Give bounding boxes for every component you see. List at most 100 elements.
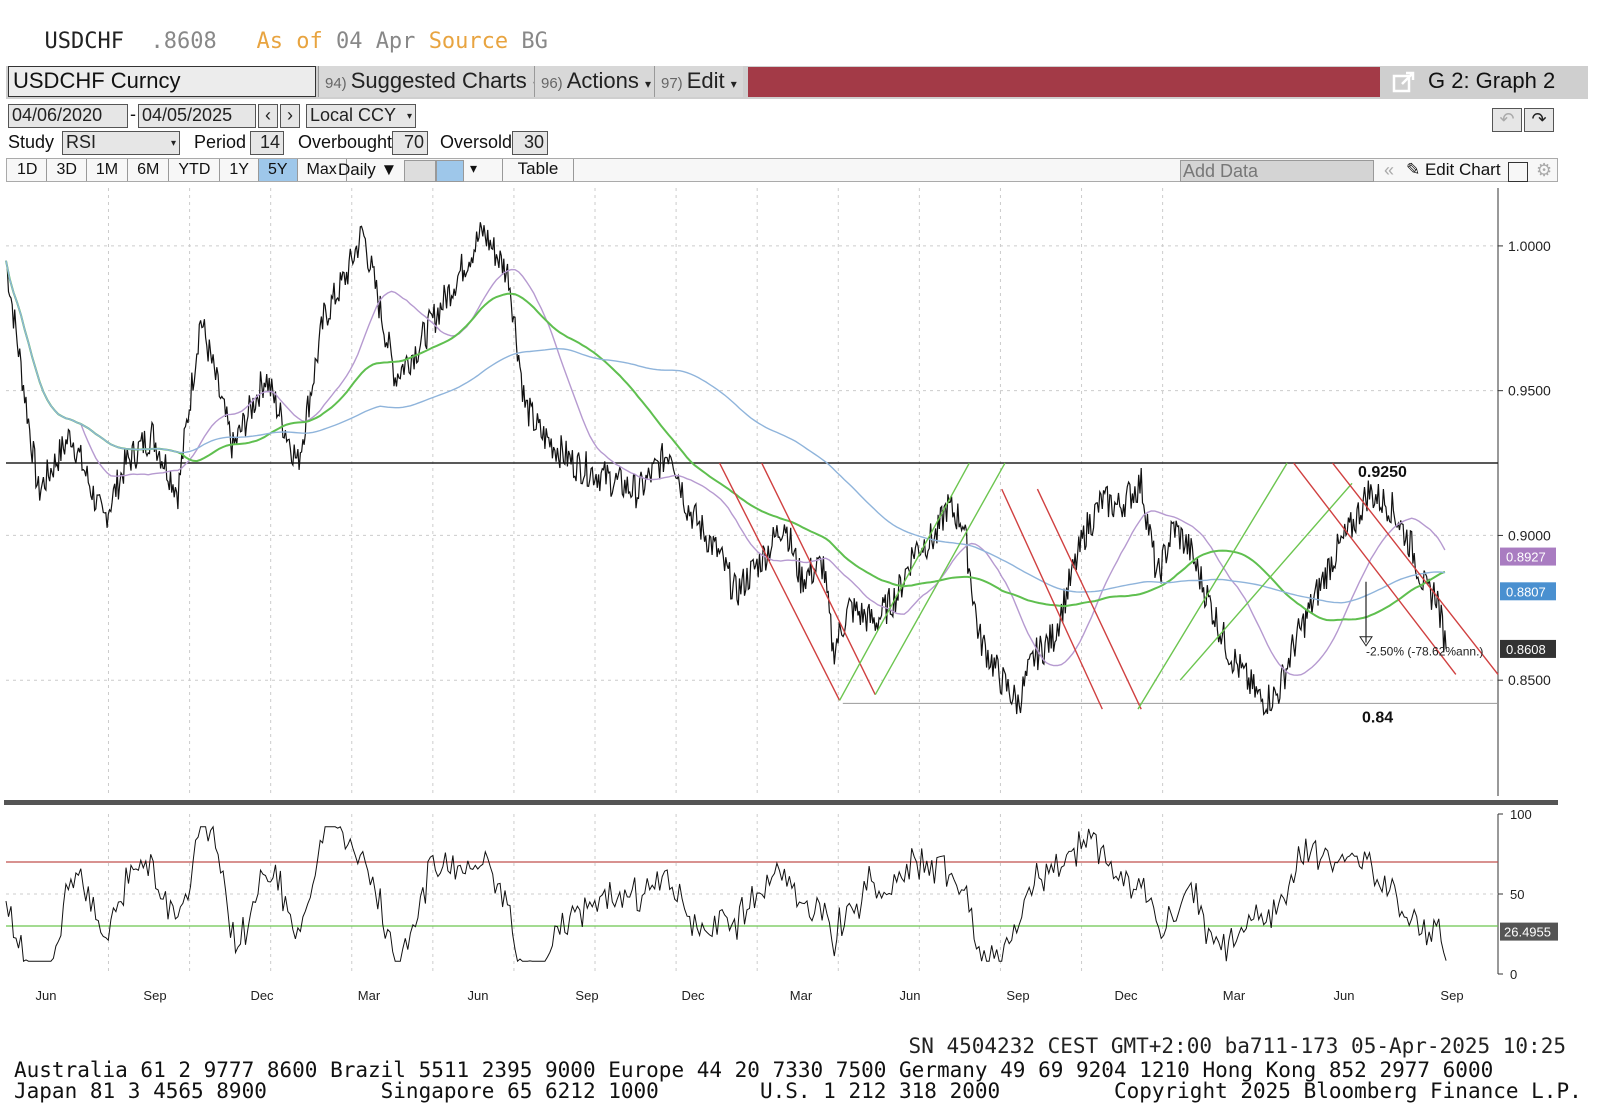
price-tag xyxy=(1500,639,1556,658)
x-tick-label: Dec xyxy=(1114,988,1138,1003)
source: BG xyxy=(521,29,548,54)
end-date-field[interactable]: 04/05/2025 xyxy=(138,104,256,128)
oversold-label: Oversold xyxy=(440,132,513,152)
trend-channel-line xyxy=(1036,488,1142,710)
period-1y[interactable]: 1Y xyxy=(220,159,259,181)
date-separator: - xyxy=(130,104,136,124)
ma-blue xyxy=(5,260,1446,604)
price-tag xyxy=(1500,582,1556,601)
resistance-label: 0.9250 xyxy=(1358,464,1407,481)
redo-icon[interactable]: ↷ xyxy=(1524,108,1554,132)
change-label: -2.50% (-78.62%ann.) xyxy=(1366,645,1483,659)
graph-title[interactable]: G 2: Graph 2 xyxy=(1428,68,1556,93)
x-tick-label: Jun xyxy=(36,988,57,1003)
frequency-select[interactable]: Daily ▼ xyxy=(338,160,398,179)
y-tick-label: 0.8500 xyxy=(1508,672,1551,688)
as-of-date: 04 Apr xyxy=(335,29,416,54)
security-field[interactable]: USDCHF Curncy xyxy=(8,66,316,97)
chart-type-button[interactable] xyxy=(436,160,464,182)
edit-chart-button[interactable]: ✎ Edit Chart xyxy=(1406,160,1501,179)
study-select[interactable]: RSI ▾ xyxy=(62,131,180,155)
period-field[interactable]: 14 xyxy=(250,131,284,155)
rsi-series-line xyxy=(5,825,1447,963)
rsi-tick-label: 0 xyxy=(1510,967,1517,982)
x-tick-label: Sep xyxy=(1440,988,1463,1003)
trend-channel-line xyxy=(1137,462,1288,710)
ma-purple xyxy=(5,260,1446,676)
overbought-field[interactable]: 70 xyxy=(392,131,428,155)
currency-select[interactable]: Local CCY ▾ xyxy=(306,104,416,128)
x-tick-label: Mar xyxy=(1223,988,1246,1003)
trend-channel-line xyxy=(838,462,970,701)
trend-channel-line xyxy=(761,462,876,695)
trend-channel-line xyxy=(874,462,1006,696)
study-label: Study xyxy=(8,132,55,152)
last-price: .8608 xyxy=(150,29,217,54)
y-tick-label: 0.9000 xyxy=(1508,527,1551,543)
x-tick-label: Jun xyxy=(900,988,921,1003)
gear-icon[interactable]: ⚙ xyxy=(1536,160,1553,180)
color-swatch[interactable] xyxy=(404,160,436,182)
x-tick-label: Mar xyxy=(790,988,813,1003)
as-of-label: As of xyxy=(256,29,323,54)
x-tick-label: Sep xyxy=(143,988,166,1003)
y-tick-label: 1.0000 xyxy=(1508,238,1551,254)
price-tag-label: 0.8807 xyxy=(1506,584,1546,599)
trend-channel-line xyxy=(1179,482,1353,681)
price-tag-label: 0.8608 xyxy=(1506,642,1546,657)
brand-strip xyxy=(748,67,1380,97)
y-tick-label: 0.9500 xyxy=(1508,383,1551,399)
support-label: 0.84 xyxy=(1362,709,1393,726)
period-5y[interactable]: 5Y xyxy=(258,159,298,181)
price-tag-label: 0.8927 xyxy=(1506,550,1546,565)
period-3d[interactable]: 3D xyxy=(47,159,87,181)
overbought-label: Overbought xyxy=(298,132,393,152)
start-date-field[interactable]: 04/06/2020 xyxy=(8,104,128,128)
collapse-icon[interactable]: « xyxy=(1384,160,1395,180)
period-buttons: 1D 3D 1M 6M YTD 1Y 5Y Max xyxy=(8,159,347,181)
next-period-button[interactable]: › xyxy=(280,104,300,128)
edit-button[interactable]: 97) Edit ▾ xyxy=(654,66,743,97)
suggested-charts-button[interactable]: 94)Suggested Charts ▾ xyxy=(318,66,545,97)
rsi-last-label: 26.4955 xyxy=(1504,925,1551,940)
period-1m[interactable]: 1M xyxy=(87,159,129,181)
source-label: Source xyxy=(428,29,509,54)
session-info: SN 4504232 CEST GMT+2:00 ba711-173 05-Ap… xyxy=(908,1034,1566,1058)
trend-channel-line xyxy=(1001,488,1103,710)
contacts-line-2: Japan 81 3 4565 8900 Singapore 65 6212 1… xyxy=(14,1079,1582,1103)
period-ytd[interactable]: YTD xyxy=(169,159,221,181)
x-tick-label: Dec xyxy=(681,988,705,1003)
rsi-last-tag xyxy=(1500,922,1558,941)
rsi-tick-label: 50 xyxy=(1510,887,1524,902)
rsi-tick-label: 100 xyxy=(1510,807,1532,822)
panel-divider xyxy=(4,800,1558,805)
contacts-line-1: Australia 61 2 9777 8600 Brazil 5511 239… xyxy=(14,1058,1494,1082)
price-chart: 1.0000 0.9500 0.9000 0.8500 0.9250 0.84 -2.50%… xyxy=(4,188,1558,1003)
add-data-input[interactable]: Add Data xyxy=(1180,160,1374,182)
oversold-field[interactable]: 30 xyxy=(512,131,548,155)
actions-button[interactable]: 96) Actions ▾ xyxy=(534,66,657,97)
popout-icon[interactable] xyxy=(1392,70,1416,94)
ticker: USDCHF xyxy=(44,29,124,54)
prev-period-button[interactable]: ‹ xyxy=(258,104,278,128)
table-button[interactable]: Table xyxy=(502,159,574,181)
x-tick-label: Sep xyxy=(575,988,598,1003)
period-label: Period xyxy=(194,132,247,152)
x-tick-label: Mar xyxy=(358,988,381,1003)
price-tag xyxy=(1500,547,1556,566)
chart-settings-icon[interactable] xyxy=(1508,162,1528,182)
x-tick-label: Sep xyxy=(1006,988,1029,1003)
undo-icon[interactable]: ↶ xyxy=(1492,108,1522,132)
change-arrow-head xyxy=(1359,636,1373,647)
x-tick-label: Jun xyxy=(1334,988,1355,1003)
trend-channel-line xyxy=(1293,462,1457,675)
price-series-line xyxy=(5,222,1447,716)
period-max[interactable]: Max xyxy=(298,159,347,181)
ma-green xyxy=(5,260,1446,622)
chart-type-dropdown[interactable]: ▾ xyxy=(470,160,478,176)
period-6m[interactable]: 6M xyxy=(128,159,170,181)
trend-channel-line xyxy=(1332,462,1499,675)
period-1d[interactable]: 1D xyxy=(8,159,48,181)
quote-header: USDCHF .8608 As of 04 Apr Source BG xyxy=(18,4,548,54)
x-tick-label: Dec xyxy=(250,988,274,1003)
